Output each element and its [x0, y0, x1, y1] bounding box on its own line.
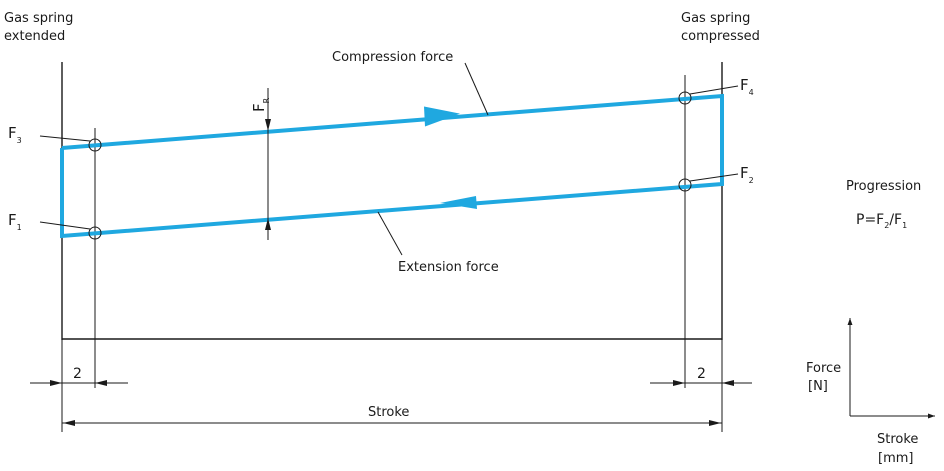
leader-f1 [39, 221, 91, 230]
fr-arrow-top [265, 119, 271, 131]
leader-compression [464, 62, 489, 116]
leader-extension [377, 211, 403, 256]
progression-title: Progression [846, 179, 921, 194]
leader-f4 [689, 85, 739, 95]
label-f4: F4 [740, 76, 754, 97]
label-stroke: Stroke [368, 405, 409, 420]
dim-right-arrow-a [673, 380, 685, 386]
label-fr: FR [250, 97, 271, 112]
point-f2-marker [678, 178, 692, 192]
axis-legend-x-line2: [mm] [878, 451, 913, 466]
label-extended-line2: extended [4, 29, 65, 44]
progression-formula: P=F2/F1 [856, 212, 907, 230]
axis-legend-y-line2: [N] [808, 379, 828, 394]
fr-arrow-bottom [265, 218, 271, 230]
point-f1-marker [88, 226, 102, 240]
axis-legend-x-line1: Stroke [877, 432, 918, 447]
dim-right-arrow-b [722, 380, 734, 386]
label-f1: F1 [8, 211, 22, 232]
axis-legend-y-line1: Force [806, 361, 841, 376]
leader-f3 [39, 135, 91, 142]
label-dim-right: 2 [697, 366, 706, 382]
point-f3-marker [88, 138, 102, 152]
label-extended-line1: Gas spring [4, 11, 73, 26]
stroke-arrow-left [63, 420, 75, 426]
extension-direction-arrow [440, 196, 477, 209]
stroke-arrow-right [709, 420, 721, 426]
force-hysteresis-loop [60, 93, 724, 239]
compression-direction-arrow [424, 106, 460, 127]
label-compressed-line2: compressed [681, 29, 760, 44]
label-f2: F2 [740, 164, 754, 185]
label-dim-left: 2 [73, 366, 82, 382]
leader-f2 [689, 173, 739, 182]
point-f4-marker [678, 91, 692, 105]
label-compression-force: Compression force [332, 50, 453, 65]
dim-left-arrow-b [95, 380, 107, 386]
dim-left-arrow-a [50, 380, 62, 386]
label-compressed-line1: Gas spring [681, 11, 750, 26]
label-extension-force: Extension force [398, 260, 499, 275]
label-f3: F3 [8, 124, 22, 145]
